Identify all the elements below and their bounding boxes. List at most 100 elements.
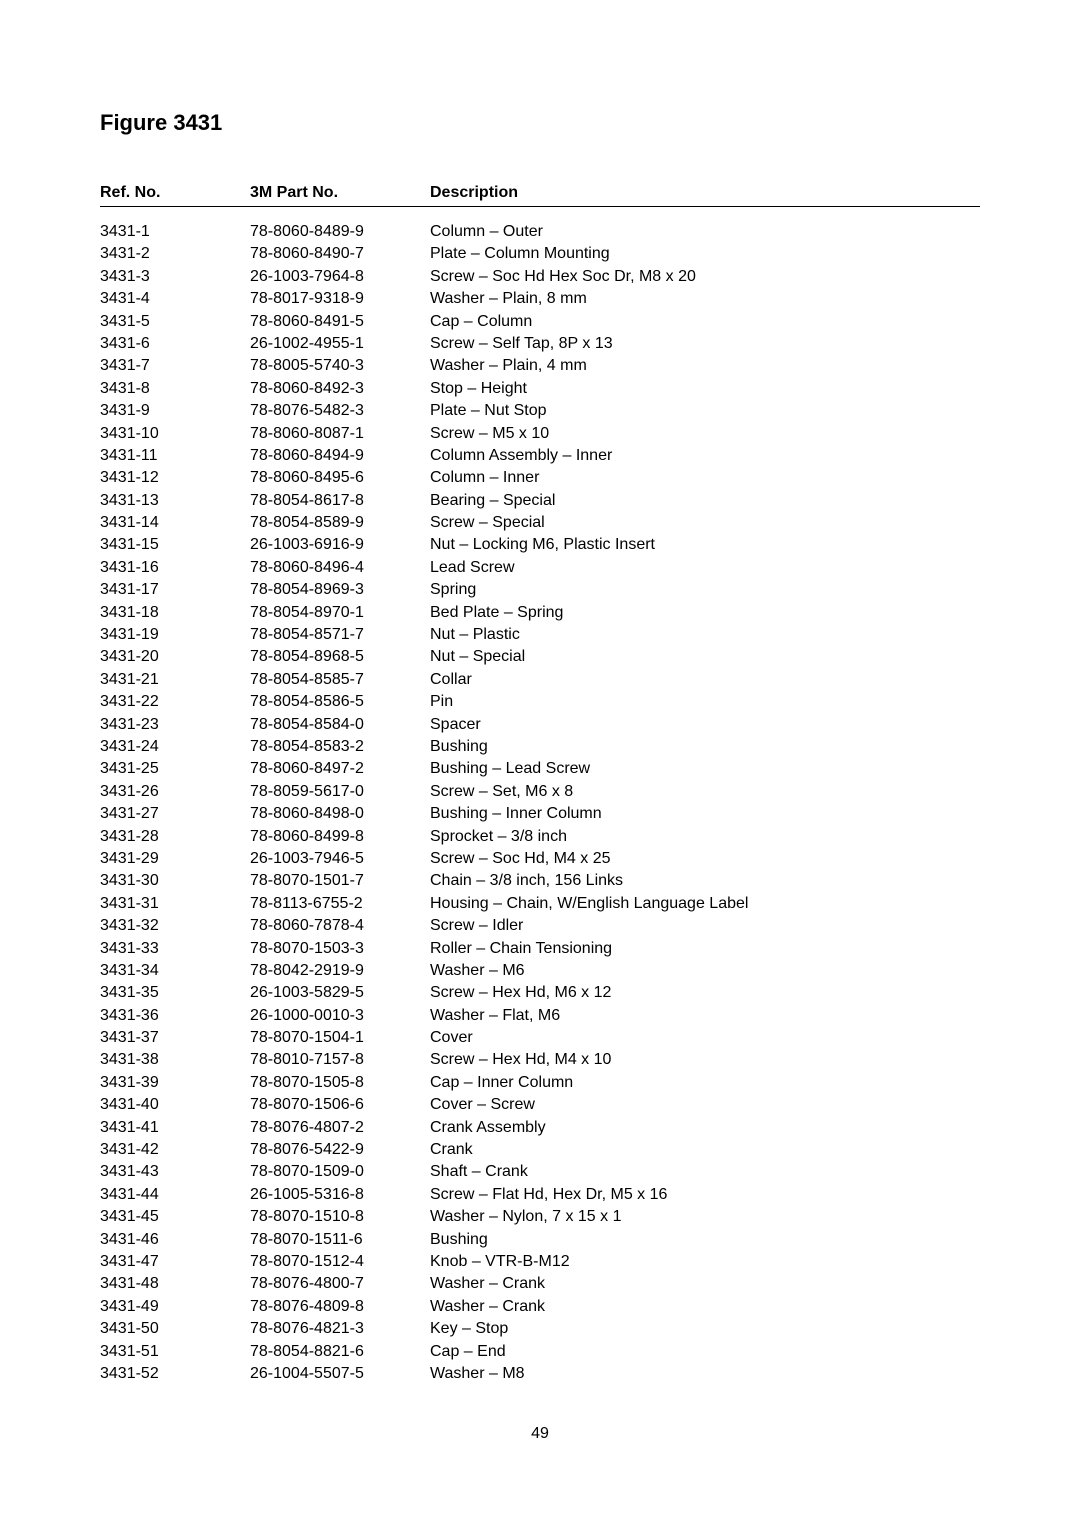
cell-ref: 3431-4: [100, 288, 250, 310]
cell-desc: Cover: [430, 1027, 980, 1049]
table-row: 3431-4578-8070-1510-8Washer – Nylon, 7 x…: [100, 1206, 980, 1228]
cell-desc: Bushing: [430, 736, 980, 758]
cell-desc: Screw – M5 x 10: [430, 423, 980, 445]
cell-part: 78-8060-8087-1: [250, 423, 430, 445]
cell-desc: Plate – Column Mounting: [430, 243, 980, 265]
cell-desc: Washer – Crank: [430, 1296, 980, 1318]
cell-desc: Screw – Set, M6 x 8: [430, 781, 980, 803]
table-header-row: Ref. No. 3M Part No. Description: [100, 184, 980, 207]
cell-ref: 3431-11: [100, 445, 250, 467]
cell-desc: Cap – Inner Column: [430, 1072, 980, 1094]
cell-part: 78-8060-8495-6: [250, 467, 430, 489]
cell-ref: 3431-52: [100, 1363, 250, 1385]
cell-part: 78-8070-1512-4: [250, 1251, 430, 1273]
table-row: 3431-3478-8042-2919-9Washer – M6: [100, 960, 980, 982]
cell-ref: 3431-19: [100, 624, 250, 646]
cell-ref: 3431-17: [100, 579, 250, 601]
cell-part: 78-8060-8492-3: [250, 378, 430, 400]
cell-desc: Nut – Locking M6, Plastic Insert: [430, 534, 980, 556]
table-row: 3431-478-8017-9318-9Washer – Plain, 8 mm: [100, 288, 980, 310]
cell-ref: 3431-5: [100, 311, 250, 333]
cell-desc: Washer – Plain, 8 mm: [430, 288, 980, 310]
cell-ref: 3431-44: [100, 1184, 250, 1206]
cell-desc: Column Assembly – Inner: [430, 445, 980, 467]
cell-desc: Collar: [430, 669, 980, 691]
cell-desc: Housing – Chain, W/English Language Labe…: [430, 893, 980, 915]
cell-desc: Washer – Nylon, 7 x 15 x 1: [430, 1206, 980, 1228]
cell-desc: Bed Plate – Spring: [430, 602, 980, 624]
cell-ref: 3431-35: [100, 982, 250, 1004]
cell-part: 78-8060-8490-7: [250, 243, 430, 265]
cell-ref: 3431-1: [100, 221, 250, 243]
table-row: 3431-1178-8060-8494-9Column Assembly – I…: [100, 445, 980, 467]
cell-ref: 3431-43: [100, 1161, 250, 1183]
cell-part: 78-8060-7878-4: [250, 915, 430, 937]
table-row: 3431-4178-8076-4807-2Crank Assembly: [100, 1117, 980, 1139]
table-row: 3431-2778-8060-8498-0Bushing – Inner Col…: [100, 803, 980, 825]
cell-ref: 3431-33: [100, 938, 250, 960]
cell-part: 78-8042-2919-9: [250, 960, 430, 982]
cell-ref: 3431-39: [100, 1072, 250, 1094]
header-ref: Ref. No.: [100, 184, 250, 202]
cell-desc: Spring: [430, 579, 980, 601]
cell-desc: Spacer: [430, 714, 980, 736]
cell-part: 78-8076-5422-9: [250, 1139, 430, 1161]
cell-desc: Column – Inner: [430, 467, 980, 489]
table-row: 3431-1978-8054-8571-7Nut – Plastic: [100, 624, 980, 646]
header-desc: Description: [430, 184, 980, 202]
table-row: 3431-626-1002-4955-1Screw – Self Tap, 8P…: [100, 333, 980, 355]
cell-desc: Lead Screw: [430, 557, 980, 579]
cell-desc: Screw – Hex Hd, M4 x 10: [430, 1049, 980, 1071]
cell-desc: Screw – Self Tap, 8P x 13: [430, 333, 980, 355]
cell-part: 78-8054-8586-5: [250, 691, 430, 713]
cell-part: 78-8054-8585-7: [250, 669, 430, 691]
cell-desc: Screw – Flat Hd, Hex Dr, M5 x 16: [430, 1184, 980, 1206]
table-row: 3431-1678-8060-8496-4Lead Screw: [100, 557, 980, 579]
cell-part: 78-8113-6755-2: [250, 893, 430, 915]
cell-part: 78-8060-8499-8: [250, 826, 430, 848]
table-row: 3431-1278-8060-8495-6Column – Inner: [100, 467, 980, 489]
cell-part: 78-8070-1504-1: [250, 1027, 430, 1049]
cell-ref: 3431-16: [100, 557, 250, 579]
cell-part: 26-1003-7964-8: [250, 266, 430, 288]
cell-ref: 3431-9: [100, 400, 250, 422]
cell-part: 78-8017-9318-9: [250, 288, 430, 310]
cell-part: 26-1003-7946-5: [250, 848, 430, 870]
cell-desc: Washer – M6: [430, 960, 980, 982]
cell-desc: Screw – Soc Hd Hex Soc Dr, M8 x 20: [430, 266, 980, 288]
cell-ref: 3431-29: [100, 848, 250, 870]
cell-ref: 3431-41: [100, 1117, 250, 1139]
table-row: 3431-2378-8054-8584-0Spacer: [100, 714, 980, 736]
cell-ref: 3431-3: [100, 266, 250, 288]
cell-part: 78-8070-1509-0: [250, 1161, 430, 1183]
cell-part: 78-8060-8489-9: [250, 221, 430, 243]
table-row: 3431-5178-8054-8821-6Cap – End: [100, 1341, 980, 1363]
cell-ref: 3431-50: [100, 1318, 250, 1340]
cell-part: 78-8076-4800-7: [250, 1273, 430, 1295]
table-row: 3431-3078-8070-1501-7Chain – 3/8 inch, 1…: [100, 870, 980, 892]
cell-desc: Washer – Plain, 4 mm: [430, 355, 980, 377]
table-row: 3431-2678-8059-5617-0Screw – Set, M6 x 8: [100, 781, 980, 803]
table-row: 3431-2478-8054-8583-2Bushing: [100, 736, 980, 758]
table-row: 3431-4878-8076-4800-7Washer – Crank: [100, 1273, 980, 1295]
cell-ref: 3431-20: [100, 646, 250, 668]
cell-part: 78-8054-8969-3: [250, 579, 430, 601]
table-row: 3431-3626-1000-0010-3Washer – Flat, M6: [100, 1005, 980, 1027]
cell-ref: 3431-49: [100, 1296, 250, 1318]
table-row: 3431-3526-1003-5829-5Screw – Hex Hd, M6 …: [100, 982, 980, 1004]
cell-ref: 3431-23: [100, 714, 250, 736]
cell-part: 78-8070-1501-7: [250, 870, 430, 892]
cell-desc: Screw – Hex Hd, M6 x 12: [430, 982, 980, 1004]
cell-part: 78-8060-8498-0: [250, 803, 430, 825]
cell-ref: 3431-6: [100, 333, 250, 355]
table-row: 3431-4378-8070-1509-0Shaft – Crank: [100, 1161, 980, 1183]
table-row: 3431-2278-8054-8586-5Pin: [100, 691, 980, 713]
cell-ref: 3431-7: [100, 355, 250, 377]
cell-ref: 3431-8: [100, 378, 250, 400]
cell-part: 26-1003-6916-9: [250, 534, 430, 556]
cell-ref: 3431-21: [100, 669, 250, 691]
cell-ref: 3431-32: [100, 915, 250, 937]
cell-desc: Bushing: [430, 1229, 980, 1251]
table-row: 3431-3378-8070-1503-3Roller – Chain Tens…: [100, 938, 980, 960]
cell-desc: Chain – 3/8 inch, 156 Links: [430, 870, 980, 892]
